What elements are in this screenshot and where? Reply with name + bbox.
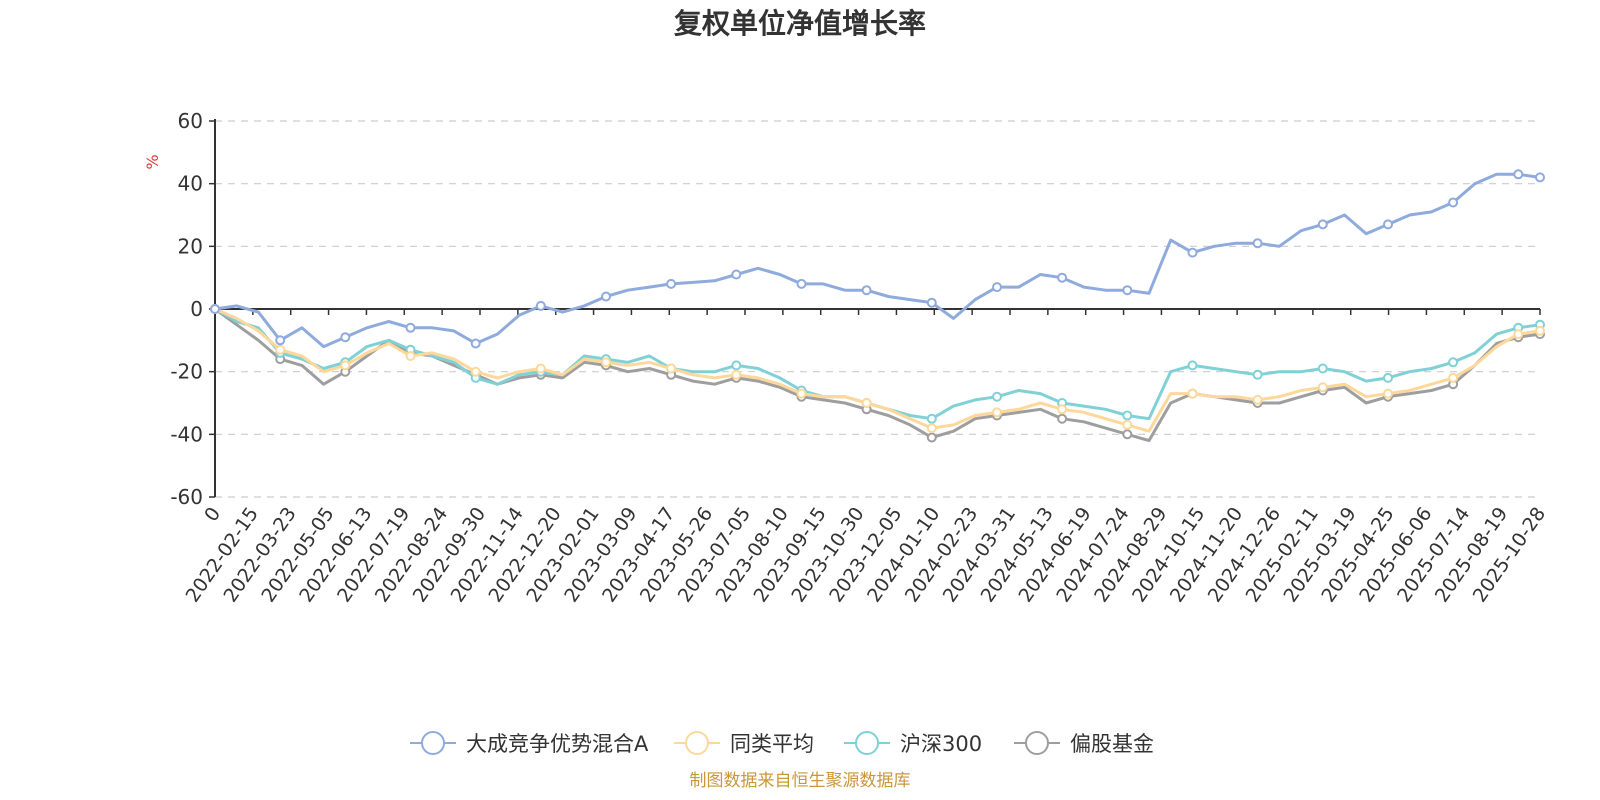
- data-point: [275, 335, 286, 346]
- data-point: [1535, 325, 1545, 336]
- y-tick-label: 0: [190, 297, 203, 321]
- legend-label: 同类平均: [730, 732, 814, 756]
- y-axis-unit: %: [143, 154, 162, 169]
- y-tick-label: -60: [170, 485, 203, 509]
- data-point: [1448, 197, 1459, 208]
- x-axis-ticks: 02022-02-152022-03-232022-05-052022-06-1…: [182, 309, 1550, 606]
- y-tick-label: 60: [178, 109, 203, 133]
- data-point: [535, 363, 546, 374]
- data-point: [1057, 272, 1068, 283]
- legend-item[interactable]: 同类平均: [674, 731, 814, 756]
- y-axis-ticks: 60 40 20 0 -20 -40 -60: [170, 109, 215, 509]
- data-point: [731, 369, 742, 380]
- data-point: [210, 304, 220, 314]
- data-point: [1448, 372, 1459, 383]
- data-point: [926, 423, 937, 434]
- y-tick-label: -20: [170, 360, 203, 384]
- data-point: [1057, 413, 1068, 424]
- data-point: [926, 297, 937, 308]
- data-point: [1383, 372, 1393, 383]
- y-tick-label: 20: [178, 234, 203, 258]
- data-point: [405, 351, 416, 361]
- data-point: [470, 338, 481, 349]
- data-point: [1383, 388, 1393, 399]
- data-point: [992, 407, 1002, 418]
- data-point: [1317, 363, 1328, 374]
- data-point: [926, 413, 937, 424]
- axes: [214, 119, 1540, 497]
- data-point: [796, 388, 807, 399]
- data-point: [666, 363, 677, 374]
- legend-marker: [685, 731, 709, 755]
- data-point: [731, 269, 742, 280]
- data-point: [992, 282, 1002, 293]
- data-point: [405, 322, 416, 333]
- data-point: [731, 360, 742, 371]
- data-point: [1317, 382, 1328, 393]
- data-point: [340, 332, 351, 343]
- data-point: [861, 285, 872, 296]
- legend[interactable]: 大成竞争优势混合A 同类平均 沪深300 偏股基金: [410, 731, 1154, 756]
- data-point: [601, 357, 611, 368]
- legend-label: 沪深300: [900, 732, 982, 756]
- data-point: [926, 432, 937, 443]
- source-note: 制图数据来自恒生聚源数据库: [690, 771, 911, 791]
- data-point: [1513, 329, 1524, 340]
- series-同类平均: [210, 304, 1545, 434]
- legend-item[interactable]: 偏股基金: [1014, 731, 1154, 756]
- data-point: [861, 398, 872, 408]
- y-tick-label: 40: [178, 172, 203, 196]
- legend-item[interactable]: 沪深300: [844, 731, 982, 756]
- series-line: [214, 172, 1541, 349]
- data-point: [992, 391, 1002, 402]
- data-point: [1122, 285, 1133, 296]
- data-point: [1122, 410, 1133, 421]
- y-tick-label: -40: [170, 422, 203, 446]
- data-point: [1317, 219, 1328, 230]
- data-point: [601, 291, 611, 302]
- legend-marker: [1025, 731, 1049, 755]
- legend-label: 大成竞争优势混合A: [466, 732, 649, 756]
- data-point: [1513, 169, 1524, 180]
- data-point: [1383, 219, 1393, 230]
- data-point: [340, 360, 351, 371]
- data-point: [1187, 388, 1198, 399]
- legend-item[interactable]: 大成竞争优势混合A: [410, 731, 649, 756]
- legend-marker: [855, 731, 879, 755]
- series-lines: [210, 169, 1545, 443]
- data-point: [1252, 369, 1263, 380]
- series-大成竞争优势混合A: [210, 169, 1545, 349]
- data-point: [1535, 172, 1545, 183]
- data-point: [1187, 360, 1198, 371]
- data-point: [535, 300, 546, 311]
- data-point: [1252, 394, 1263, 405]
- chart-title: 复权单位净值增长率: [674, 7, 926, 40]
- data-point: [1448, 357, 1459, 368]
- data-point: [666, 278, 677, 289]
- legend-marker: [421, 731, 445, 755]
- legend-label: 偏股基金: [1070, 732, 1154, 756]
- data-point: [1187, 247, 1198, 258]
- x-tick-label: 0: [200, 503, 225, 526]
- data-point: [1122, 429, 1133, 440]
- data-point: [470, 366, 481, 377]
- data-point: [1122, 419, 1133, 430]
- data-point: [796, 278, 807, 289]
- data-point: [275, 344, 286, 355]
- data-point: [1057, 404, 1068, 415]
- data-point: [1252, 238, 1263, 249]
